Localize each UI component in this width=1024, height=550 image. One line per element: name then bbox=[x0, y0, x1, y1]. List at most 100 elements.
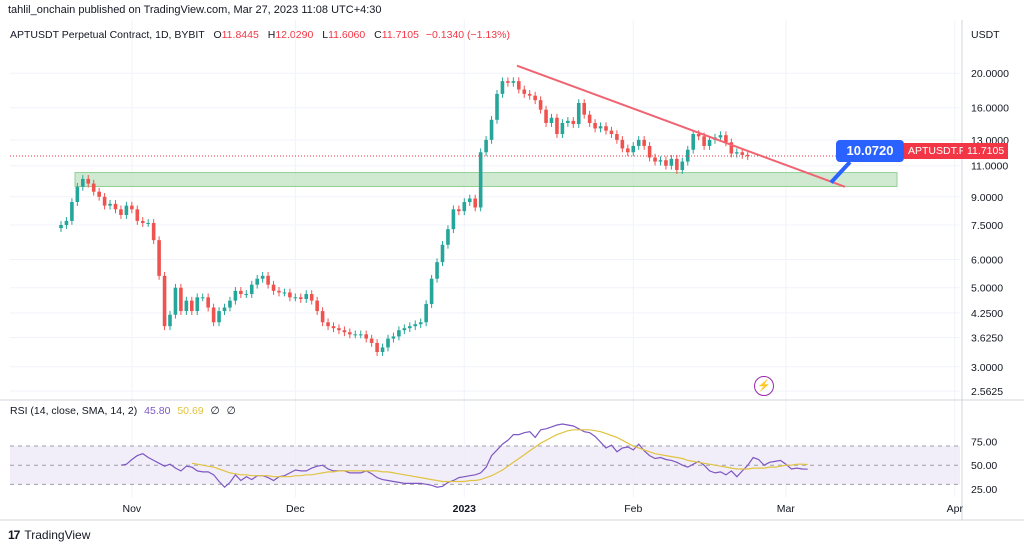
rsi-line bbox=[120, 423, 808, 489]
candle-body bbox=[119, 209, 123, 216]
candle-body bbox=[462, 202, 467, 212]
candle-body bbox=[179, 287, 183, 312]
candle-body bbox=[467, 198, 472, 203]
candle-body bbox=[658, 160, 663, 162]
candle-body bbox=[206, 297, 210, 308]
candle-body bbox=[457, 209, 461, 212]
candle-body bbox=[168, 314, 172, 327]
y-tick-label: 6.0000 bbox=[971, 255, 1003, 267]
candle-body bbox=[604, 126, 608, 131]
candle-body bbox=[522, 89, 527, 94]
descending-trendline bbox=[516, 64, 846, 188]
rsi-sma-line bbox=[191, 429, 808, 483]
y-tick-label: 7.5000 bbox=[971, 220, 1003, 232]
rsi-value: 45.80 bbox=[144, 405, 171, 417]
candle-body bbox=[685, 149, 690, 162]
candle-body bbox=[511, 81, 516, 83]
publisher-line: tahlil_onchain published on TradingView.… bbox=[8, 4, 382, 16]
x-tick-label: Nov bbox=[123, 503, 142, 515]
candle-body bbox=[211, 307, 216, 323]
candle-body bbox=[293, 297, 298, 299]
y-tick-label: 9.0000 bbox=[971, 192, 1003, 204]
y-tick-label: 20.0000 bbox=[971, 68, 1009, 80]
candle-body bbox=[75, 186, 80, 203]
candle-body bbox=[418, 322, 423, 325]
candle-body bbox=[326, 322, 330, 327]
low-value: 11.6060 bbox=[328, 29, 366, 41]
candle-body bbox=[429, 278, 434, 305]
candle-body bbox=[495, 93, 499, 120]
rsi-title: RSI (14, close, SMA, 14, 2) bbox=[10, 405, 138, 417]
rsi-sma-value: 50.69 bbox=[177, 405, 204, 417]
candle-body bbox=[571, 120, 576, 125]
currency-label[interactable]: USDT bbox=[971, 29, 1000, 41]
candle-body bbox=[228, 300, 232, 308]
candle-body bbox=[397, 330, 401, 337]
candle-body bbox=[408, 326, 412, 329]
candle-body bbox=[108, 203, 112, 206]
x-tick-label: Mar bbox=[777, 503, 796, 515]
candle-body bbox=[266, 275, 270, 285]
candle-body bbox=[255, 278, 259, 285]
candle-body bbox=[358, 334, 363, 336]
candle-body bbox=[576, 102, 581, 125]
candle-body bbox=[124, 205, 129, 216]
candle-body bbox=[451, 209, 456, 230]
candle-body bbox=[200, 297, 205, 299]
candle-body bbox=[691, 134, 695, 150]
candle-body bbox=[222, 307, 227, 312]
x-tick-label: Feb bbox=[624, 503, 642, 515]
last-price-tag: 11.7105 bbox=[963, 143, 1009, 159]
symbol-legend: APTUSDT Perpetual Contract, 1D, BYBIT O1… bbox=[10, 29, 510, 41]
candle-body bbox=[217, 311, 221, 323]
rsi-tick-label: 50.00 bbox=[971, 460, 997, 472]
candle-body bbox=[544, 109, 548, 123]
candle-body bbox=[440, 244, 445, 263]
candle-body bbox=[549, 117, 554, 123]
candle-body bbox=[555, 117, 559, 135]
high-value: 12.0290 bbox=[275, 29, 314, 41]
candle-body bbox=[64, 220, 69, 225]
candle-body bbox=[277, 290, 281, 293]
y-tick-label: 3.0000 bbox=[971, 362, 1003, 374]
lightning-icon[interactable]: ⚡ bbox=[754, 376, 774, 396]
candle-body bbox=[113, 203, 118, 210]
candle-body bbox=[631, 145, 636, 153]
rsi-legend: RSI (14, close, SMA, 14, 2) 45.80 50.69 … bbox=[10, 405, 236, 417]
candle-body bbox=[609, 130, 614, 135]
high-label: H bbox=[267, 29, 276, 41]
brand-name: TradingView bbox=[24, 528, 91, 542]
rsi-tick-label: 75.00 bbox=[971, 436, 997, 448]
close-label: C bbox=[374, 29, 382, 41]
candle-body bbox=[233, 290, 238, 301]
candle-body bbox=[718, 135, 723, 138]
candle-body bbox=[740, 152, 745, 155]
candle-body bbox=[729, 142, 734, 154]
change-value: −0.1340 (−1.13%) bbox=[425, 29, 510, 41]
candle-body bbox=[260, 275, 265, 279]
candle-body bbox=[315, 300, 319, 312]
open-value: 11.8445 bbox=[221, 29, 259, 41]
low-label: L bbox=[322, 29, 329, 41]
candle-body bbox=[675, 158, 679, 171]
candle-body bbox=[724, 135, 728, 143]
x-tick-label: Apr bbox=[947, 503, 964, 515]
candle-body bbox=[473, 198, 477, 208]
close-value: 11.7105 bbox=[381, 29, 419, 41]
rsi-empty-1: ∅ bbox=[210, 405, 220, 417]
candle-body bbox=[680, 161, 685, 171]
candle-body bbox=[130, 205, 134, 210]
y-tick-label: 2.5625 bbox=[971, 386, 1003, 398]
candle-body bbox=[369, 338, 374, 343]
candle-body bbox=[173, 287, 178, 315]
candle-body bbox=[735, 152, 739, 154]
rsi-empty-2: ∅ bbox=[226, 405, 236, 417]
candle-body bbox=[446, 229, 450, 245]
candle-body bbox=[249, 284, 254, 295]
tradingview-brand[interactable]: 17 TradingView bbox=[8, 528, 90, 542]
candle-body bbox=[86, 178, 91, 184]
candle-body bbox=[642, 139, 646, 146]
candle-body bbox=[364, 334, 368, 339]
candle-body bbox=[309, 294, 314, 301]
